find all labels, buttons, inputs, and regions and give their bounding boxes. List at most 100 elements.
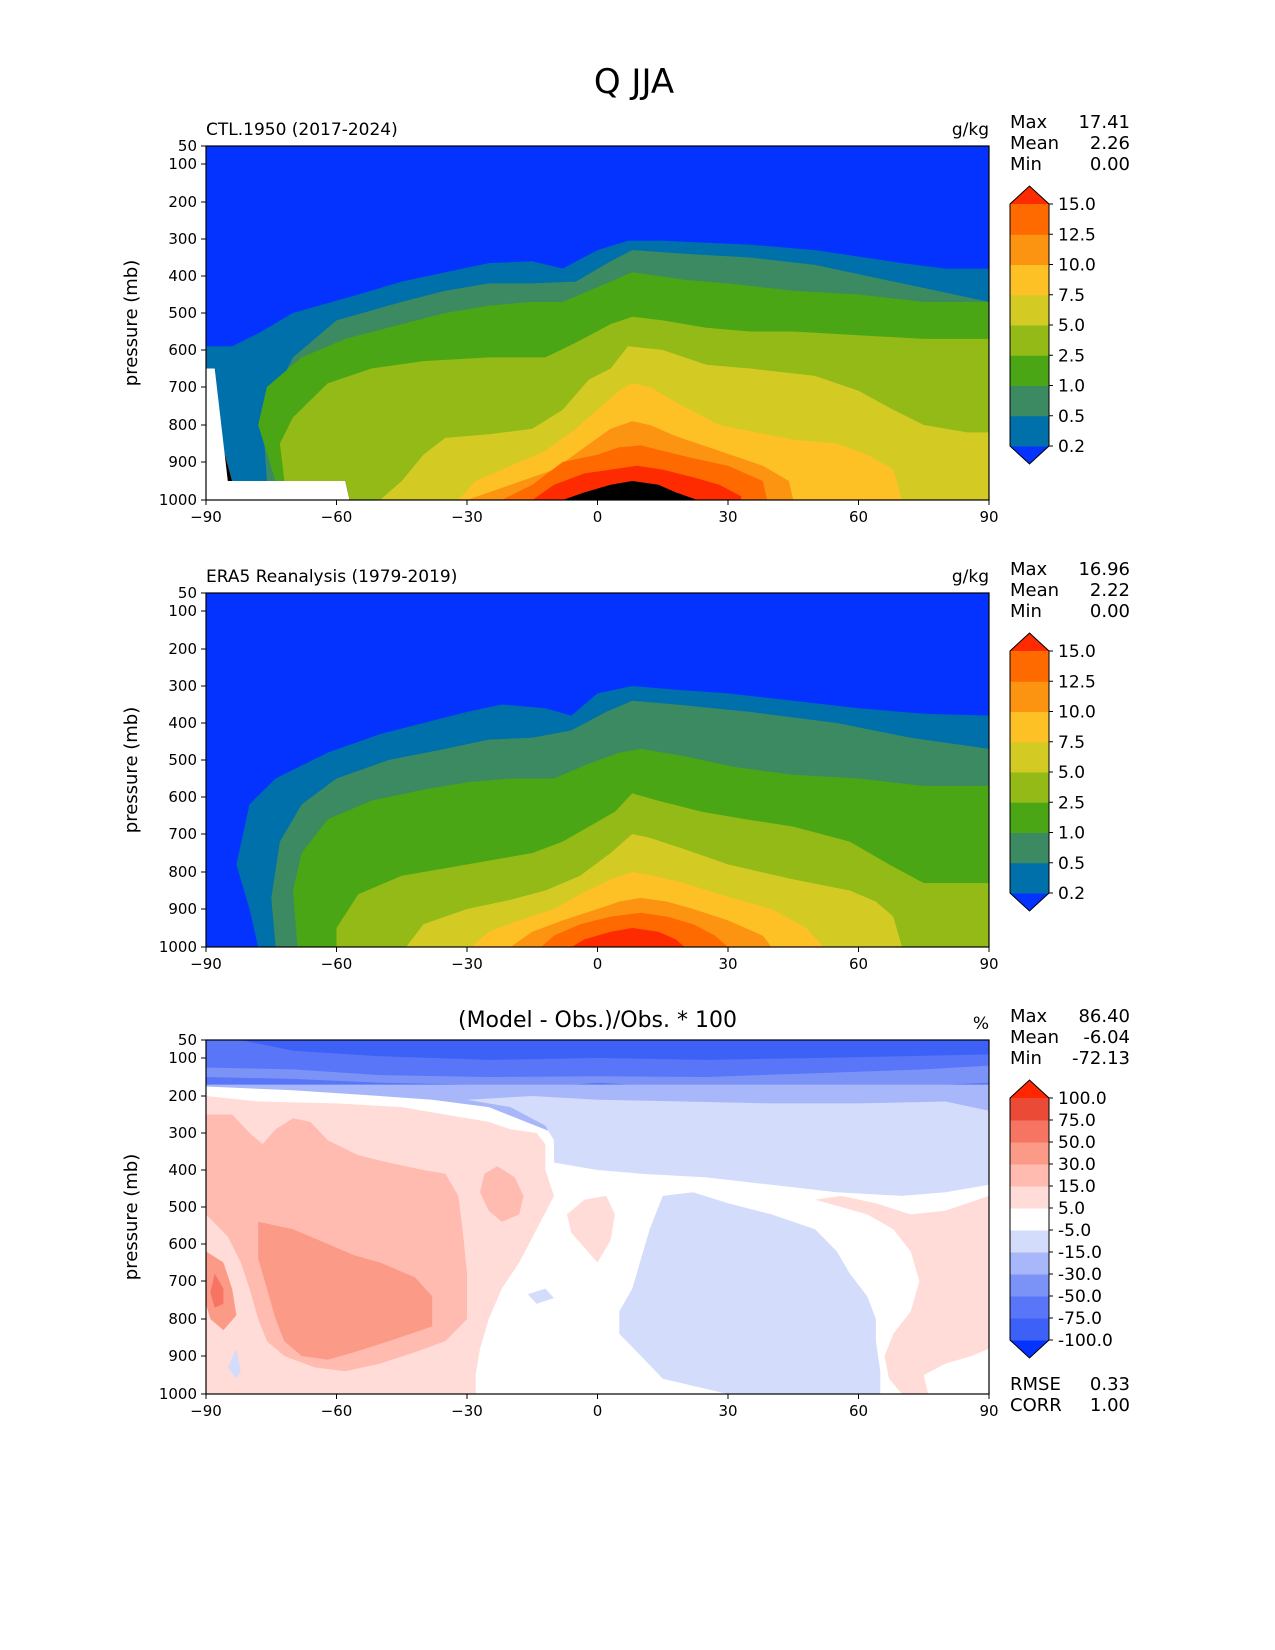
- obs-ytick-label: 700: [168, 825, 197, 843]
- diff-xtick-label: 0: [593, 1402, 603, 1420]
- obs-colorbar-bin: [1010, 802, 1049, 833]
- diff-colorbar-bin: [1010, 1098, 1049, 1121]
- diff-stat-value-min: -72.13: [1072, 1048, 1130, 1069]
- diff-colorbar-label: 50.0: [1058, 1133, 1096, 1153]
- ctl-stat-value-mean: 2.26: [1090, 133, 1130, 154]
- diff-region-14: [227, 1348, 241, 1379]
- obs-colorbar-extend-max: [1010, 633, 1049, 651]
- diff-colorbar-extend-min: [1010, 1340, 1049, 1358]
- obs-xtick-label: 90: [979, 955, 998, 973]
- diff-region-16: [619, 1192, 881, 1394]
- ctl-ytick-label: 400: [168, 267, 197, 285]
- diff-region-12: [210, 1273, 224, 1308]
- diff-colorbar-label: 5.0: [1058, 1199, 1085, 1219]
- ctl-xtick-label: −30: [451, 508, 483, 526]
- obs-stat-label-max: Max: [1010, 559, 1048, 580]
- diff-colorbar-bin: [1010, 1252, 1049, 1275]
- ctl-colorbar-bin: [1010, 234, 1049, 265]
- obs-xtick-label: 0: [593, 955, 603, 973]
- ctl-xtick-label: −90: [190, 508, 222, 526]
- ctl-colorbar-label: 0.5: [1058, 407, 1085, 427]
- obs-title: ERA5 Reanalysis (1979-2019): [206, 567, 457, 587]
- obs-ytick-label: 500: [168, 751, 197, 769]
- ctl-colorbar-label: 12.5: [1058, 225, 1096, 245]
- ctl-plot-area: [206, 146, 989, 500]
- obs-stat-value-max: 16.96: [1078, 559, 1130, 580]
- obs-ytick-label: 800: [168, 863, 197, 881]
- diff-region-6: [467, 1096, 989, 1196]
- ctl-panel: CTL.1950 (2017-2024) g/kg5010020030040050…: [121, 112, 1130, 526]
- ctl-colorbar-extend-min: [1010, 446, 1049, 464]
- ctl-ytick-label: 600: [168, 341, 197, 359]
- diff-ylabel: pressure (mb): [121, 1154, 142, 1280]
- ctl-title: CTL.1950 (2017-2024): [206, 120, 398, 140]
- diff-ytick-label: 100: [168, 1049, 197, 1067]
- ctl-ytick-label: 800: [168, 416, 197, 434]
- obs-colorbar-bin: [1010, 681, 1049, 712]
- ctl-colorbar-bin: [1010, 264, 1049, 296]
- ctl-colorbar-label: 1.0: [1058, 377, 1085, 397]
- diff-xtick-label: 90: [979, 1402, 998, 1420]
- obs-colorbar-bin: [1010, 651, 1049, 682]
- obs-stat-value-mean: 2.22: [1090, 580, 1130, 601]
- diff-colorbar-label: 75.0: [1058, 1111, 1096, 1131]
- diff-panel: (Model - Obs.)/Obs. * 100 %50100200300400…: [121, 1006, 1130, 1420]
- diff-colorbar-bin: [1010, 1208, 1049, 1231]
- obs-xtick-label: 60: [849, 955, 868, 973]
- diff-ytick-label: 900: [168, 1347, 197, 1365]
- ctl-stat-value-min: 0.00: [1090, 154, 1130, 175]
- diff-stat-value-corr: 1.00: [1090, 1395, 1130, 1416]
- ctl-xtick-label: −60: [321, 508, 353, 526]
- obs-colorbar-bin: [1010, 711, 1049, 743]
- diff-colorbar-bin: [1010, 1318, 1049, 1341]
- diff-colorbar-label: 15.0: [1058, 1177, 1096, 1197]
- panels: CTL.1950 (2017-2024) g/kg5010020030040050…: [121, 112, 1130, 1420]
- obs-colorbar: 0.2 0.5 1.0 2.5 5.0 7.5 10.0 12.5 15.0: [1009, 632, 1096, 912]
- diff-colorbar-bin: [1010, 1230, 1049, 1253]
- obs-colorbar-label: 12.5: [1058, 672, 1096, 692]
- ctl-stat-label-mean: Mean: [1010, 133, 1059, 154]
- obs-colorbar-label: 2.5: [1058, 793, 1085, 813]
- diff-colorbar-bin: [1010, 1274, 1049, 1297]
- ctl-stat-label-min: Min: [1010, 154, 1042, 175]
- obs-colorbar-label: 0.5: [1058, 854, 1085, 874]
- ctl-ytick-label: 1000: [159, 491, 197, 509]
- diff-colorbar-bin: [1010, 1296, 1049, 1319]
- ctl-colorbar-label: 0.2: [1058, 437, 1085, 457]
- ctl-colorbar-label: 2.5: [1058, 346, 1085, 366]
- diff-units: %: [973, 1014, 989, 1034]
- diff-ytick-label: 1000: [159, 1385, 197, 1403]
- diff-colorbar-label: -30.0: [1058, 1265, 1102, 1285]
- diff-stat-label-min: Min: [1010, 1048, 1042, 1069]
- ctl-colorbar-label: 7.5: [1058, 286, 1085, 306]
- ctl-stat-value-max: 17.41: [1078, 112, 1130, 133]
- diff-ytick-label: 800: [168, 1310, 197, 1328]
- obs-ytick-label: 200: [168, 640, 197, 658]
- diff-ytick-label: 700: [168, 1272, 197, 1290]
- ctl-contour-7.5: [206, 368, 989, 500]
- obs-ytick-label: 100: [168, 602, 197, 620]
- diff-region-13: [567, 1195, 615, 1263]
- diff-xtick-label: −60: [321, 1402, 353, 1420]
- ctl-colorbar-bin: [1010, 415, 1049, 447]
- diff-stat-label-rmse: RMSE: [1010, 1374, 1061, 1395]
- obs-ytick-label: 600: [168, 788, 197, 806]
- obs-ylabel: pressure (mb): [121, 707, 142, 833]
- figure-title: Q JJA: [594, 62, 674, 102]
- obs-contour-15: [571, 928, 685, 947]
- obs-xtick-label: −60: [321, 955, 353, 973]
- ctl-ytick-label: 500: [168, 304, 197, 322]
- diff-region-18: [923, 1348, 989, 1394]
- ctl-ytick-label: 50: [178, 137, 197, 155]
- ctl-ytick-label: 700: [168, 378, 197, 396]
- obs-colorbar-label: 15.0: [1058, 642, 1096, 662]
- diff-ytick-label: 200: [168, 1087, 197, 1105]
- ctl-ytick-label: 900: [168, 453, 197, 471]
- diff-ytick-label: 50: [178, 1031, 197, 1049]
- ctl-xtick-label: 30: [718, 508, 737, 526]
- diff-colorbar-label: -15.0: [1058, 1243, 1102, 1263]
- diff-ytick-label: 300: [168, 1124, 197, 1142]
- ctl-colorbar-bin: [1010, 385, 1049, 417]
- diff-stat-label-corr: CORR: [1010, 1395, 1062, 1416]
